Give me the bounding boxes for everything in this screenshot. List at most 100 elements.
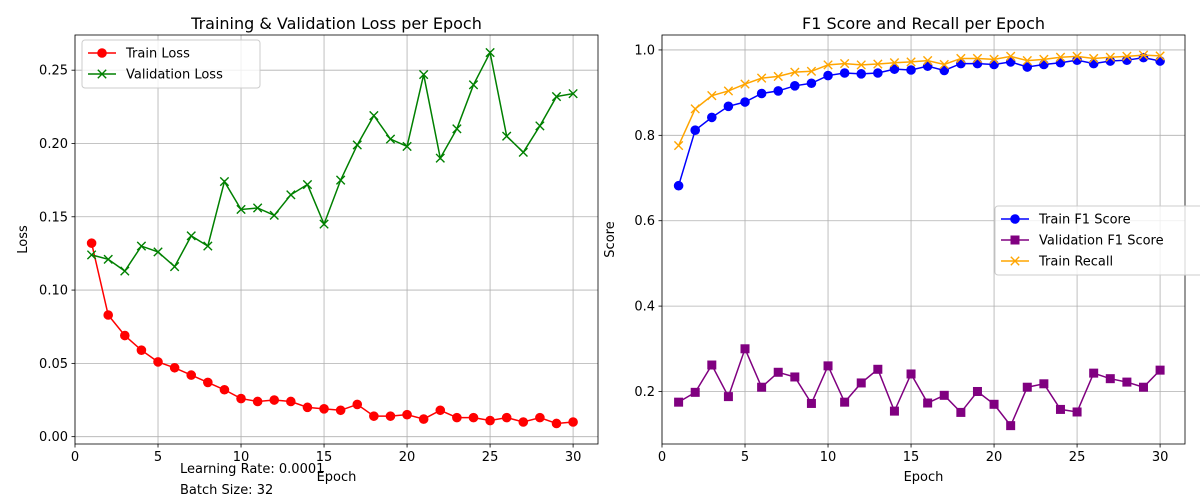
- data-point: [707, 90, 717, 101]
- data-point: [103, 310, 114, 320]
- x-axis-label: Epoch: [317, 470, 357, 485]
- data-point: [773, 367, 783, 377]
- series-line: [677, 56, 1161, 186]
- data-point: [518, 147, 528, 157]
- data-point: [840, 397, 850, 407]
- data-point: [723, 392, 733, 402]
- data-point: [352, 140, 362, 150]
- data-point: [989, 399, 999, 409]
- legend-label: Validation F1 Score: [1039, 234, 1164, 249]
- data-point: [120, 330, 130, 341]
- data-point: [468, 412, 479, 423]
- data-point: [153, 247, 163, 257]
- legend-label: Train Loss: [125, 47, 190, 62]
- series-line: [677, 54, 1161, 146]
- legend-swatch-marker: [1010, 235, 1020, 245]
- data-point: [86, 250, 97, 260]
- data-point: [335, 175, 346, 185]
- data-point: [269, 395, 280, 405]
- data-point: [120, 266, 130, 276]
- data-point: [889, 64, 900, 74]
- data-point: [203, 377, 213, 388]
- data-point: [873, 364, 883, 374]
- data-point: [806, 398, 816, 408]
- data-point: [352, 399, 363, 410]
- data-point: [922, 55, 933, 66]
- data-point: [302, 179, 313, 190]
- y-tick-label: 0.20: [39, 137, 68, 152]
- data-point: [203, 241, 213, 251]
- data-point: [402, 141, 412, 152]
- y-tick-label: 0.10: [39, 284, 68, 299]
- data-point: [674, 397, 684, 407]
- series-line: [678, 346, 1161, 428]
- data-point: [823, 60, 833, 70]
- data-point: [418, 414, 429, 424]
- data-point: [369, 411, 379, 421]
- data-point: [568, 417, 578, 427]
- data-point: [906, 57, 916, 67]
- data-point: [823, 70, 833, 81]
- y-tick-label: 0.8: [634, 129, 655, 144]
- x-tick-label: 10: [233, 450, 250, 465]
- data-point: [939, 65, 950, 76]
- data-point: [319, 219, 329, 229]
- data-point: [972, 53, 983, 64]
- data-point: [756, 73, 767, 83]
- x-tick-label: 5: [154, 450, 162, 465]
- data-point: [169, 362, 180, 373]
- data-point: [501, 131, 512, 141]
- data-point: [1055, 52, 1066, 62]
- legend: Train F1 Score Validation F1 Score Train R…: [994, 205, 1200, 276]
- data-point: [219, 176, 230, 187]
- data-point: [906, 369, 916, 379]
- data-point: [889, 406, 899, 416]
- data-point: [1155, 51, 1165, 61]
- y-axis-label: Loss: [16, 225, 31, 254]
- data-point: [1072, 407, 1082, 417]
- data-point: [302, 402, 313, 413]
- data-point: [773, 86, 784, 96]
- data-point: [856, 60, 866, 70]
- data-point: [790, 67, 800, 77]
- data-point: [690, 387, 700, 397]
- legend-box: [994, 205, 1200, 276]
- data-point: [956, 53, 966, 64]
- legend: Train Loss Validation Loss: [81, 39, 261, 89]
- data-point: [286, 396, 296, 407]
- series-train-f1-score: [673, 52, 1165, 191]
- y-tick-label: 0.15: [39, 210, 68, 225]
- data-point: [418, 69, 429, 80]
- data-point: [186, 231, 196, 241]
- data-point: [535, 412, 545, 423]
- x-tick-label: 30: [565, 450, 582, 465]
- data-point: [1005, 51, 1016, 62]
- x-tick-label: 20: [986, 450, 1003, 465]
- data-point: [906, 65, 916, 75]
- data-point: [1006, 421, 1016, 431]
- y-tick-label: 0.2: [634, 385, 655, 400]
- x-tick-label: 0: [658, 450, 666, 465]
- data-point: [740, 97, 750, 107]
- y-tick-label: 0.4: [634, 300, 655, 315]
- learning-rate-annotation: Learning Rate: 0.0001: [180, 462, 325, 477]
- data-point: [856, 378, 866, 388]
- data-point: [86, 238, 97, 248]
- data-point: [690, 125, 701, 136]
- data-point: [1138, 50, 1149, 60]
- x-tick-label: 5: [741, 450, 749, 465]
- data-point: [806, 78, 817, 89]
- data-point: [485, 47, 495, 58]
- data-point: [286, 190, 296, 200]
- chart-title: F1 Score and Recall per Epoch: [802, 14, 1045, 33]
- data-point: [856, 69, 867, 79]
- data-point: [385, 134, 396, 144]
- data-point: [1155, 365, 1165, 375]
- x-tick-label: 15: [903, 450, 920, 465]
- data-point: [452, 124, 462, 134]
- data-point: [707, 112, 717, 123]
- legend-swatch-marker: [97, 48, 107, 58]
- data-point: [1055, 404, 1065, 414]
- data-point: [923, 398, 933, 408]
